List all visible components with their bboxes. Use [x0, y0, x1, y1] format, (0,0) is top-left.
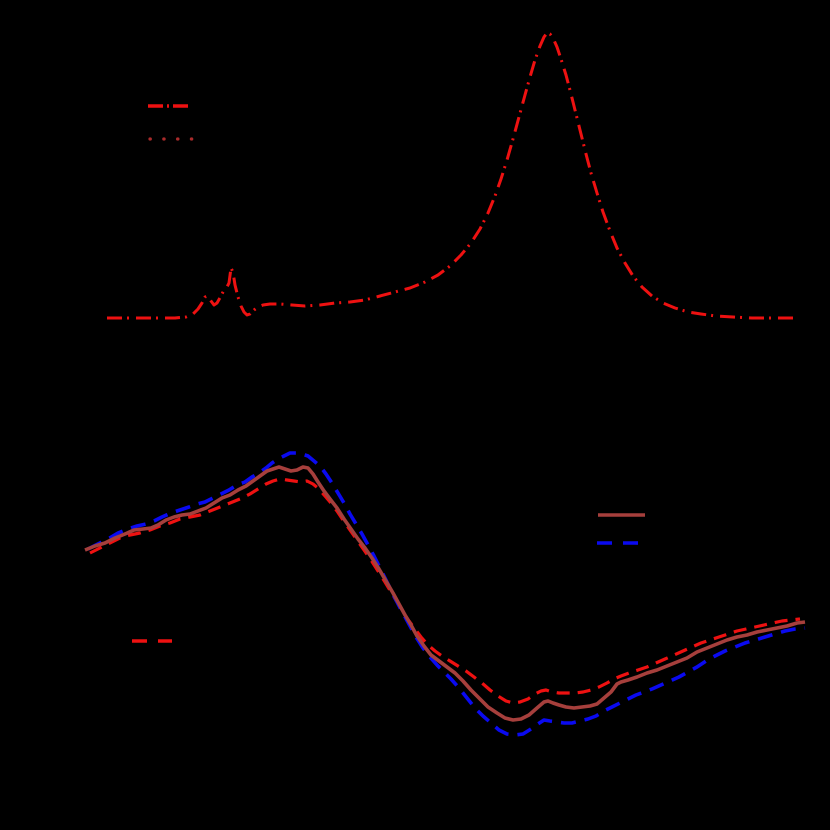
bottom-blue-dashed-curve [87, 451, 806, 737]
bottom-red-dashed-curve [89, 477, 801, 705]
top-chart [107, 31, 798, 320]
top-red-dashdot-curve [107, 31, 798, 320]
bottom-chart [84, 451, 806, 737]
bottom-brown-solid-curve [84, 465, 806, 722]
